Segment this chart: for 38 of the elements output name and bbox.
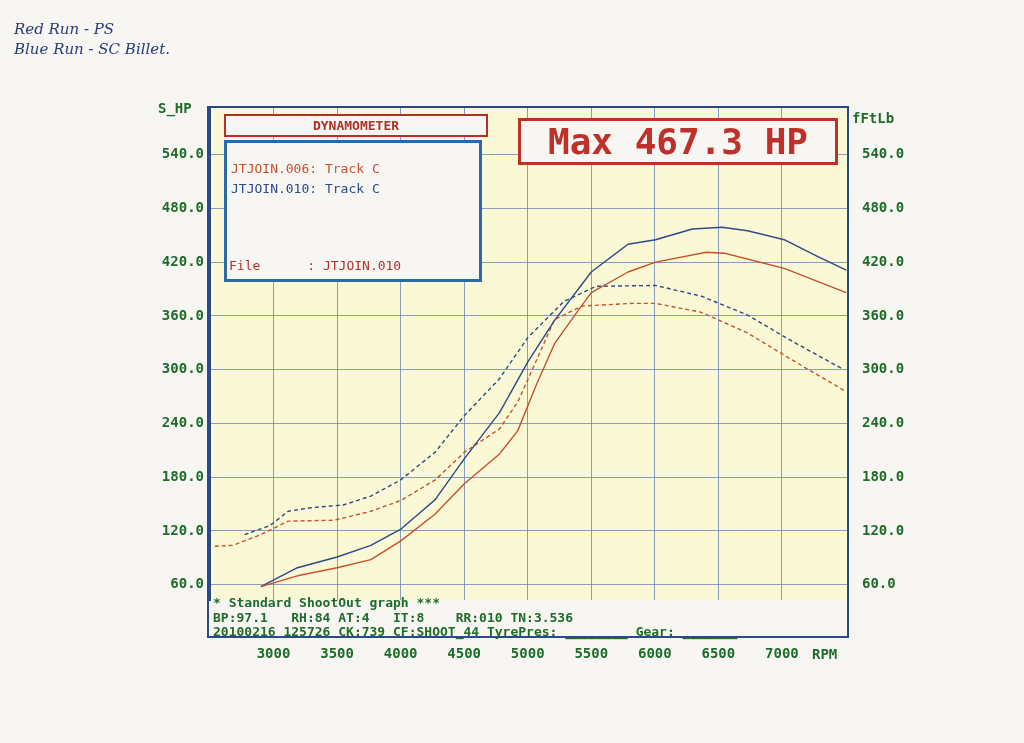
y-tick-label: 60.0 bbox=[170, 575, 204, 592]
text: Blue Run - SC Billet. bbox=[14, 40, 170, 58]
y-tick-label: 480.0 bbox=[161, 199, 204, 216]
y2-tick-label: 300.0 bbox=[862, 360, 905, 377]
y-tick-label: 360.0 bbox=[161, 306, 204, 323]
max-box: Max 467.3 HP bbox=[518, 118, 838, 165]
y-tick-label: 540.0 bbox=[161, 145, 204, 162]
y2-tick-label: 420.0 bbox=[862, 252, 905, 269]
y2-tick-label: 360.0 bbox=[862, 306, 905, 323]
y2-tick-label: 480.0 bbox=[862, 199, 905, 216]
text: 20100216 125726 CK:739 CF:SHOOT_44 TyrePres: ________ Gear: _______ bbox=[213, 624, 738, 639]
x-tick-label: 3500 bbox=[320, 645, 354, 662]
x-tick-label: 4500 bbox=[447, 645, 482, 662]
text: Red Run - PS bbox=[14, 20, 115, 38]
annotation: * Standard ShootOut graph *** bbox=[213, 595, 440, 610]
annotation: File : JTJOIN.010 bbox=[229, 258, 402, 273]
title-box: DYNAMOMETER bbox=[224, 114, 488, 137]
x-tick-label: 4000 bbox=[383, 645, 418, 662]
x-tick-label: 7000 bbox=[765, 645, 799, 662]
y2-tick-label: 120.0 bbox=[862, 521, 905, 538]
y2-axis-title: fFtLb bbox=[852, 110, 895, 126]
x-tick-label: 3000 bbox=[256, 645, 291, 662]
x-tick-label: 6500 bbox=[701, 645, 736, 662]
y2-tick-label: 60.0 bbox=[862, 575, 896, 592]
y-tick-label: 120.0 bbox=[161, 521, 204, 538]
x-axis-title: RPM bbox=[812, 646, 838, 662]
y2-tick-label: 540.0 bbox=[862, 145, 905, 162]
y-tick-label: 240.0 bbox=[161, 414, 204, 431]
y-tick-label: 420.0 bbox=[161, 252, 204, 269]
y2-tick-label: 240.0 bbox=[862, 414, 905, 431]
y-tick-label: 180.0 bbox=[161, 467, 204, 484]
x-tick-label: 6000 bbox=[637, 645, 672, 662]
x-tick-label: 5500 bbox=[574, 645, 609, 662]
y-tick-label: 300.0 bbox=[161, 360, 204, 377]
x-tick-label: 5000 bbox=[510, 645, 545, 662]
y2-tick-label: 180.0 bbox=[862, 467, 905, 484]
y-axis-title: S_HP bbox=[158, 100, 192, 116]
text: BP:97.1 RH:84 AT:4 IT:8 RR:010 TN:3.536 bbox=[213, 610, 574, 625]
